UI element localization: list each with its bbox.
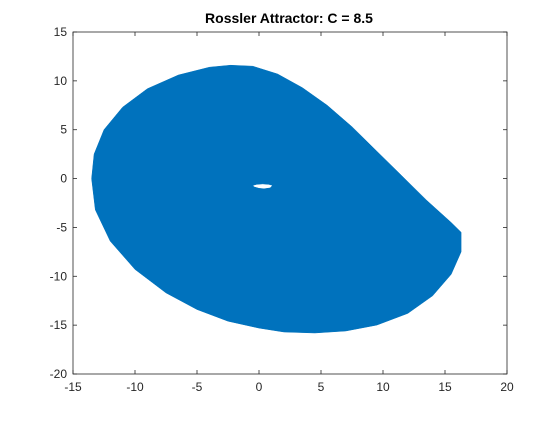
y-tick-label: -10 <box>50 269 68 283</box>
x-tick-label: 10 <box>376 380 390 394</box>
x-tick-label: -10 <box>126 380 144 394</box>
y-tick-label: -20 <box>50 367 68 381</box>
x-axis: -15 -10 -5 0 5 10 15 20 <box>64 32 514 394</box>
x-tick-label: -5 <box>192 380 203 394</box>
axes-box <box>72 31 508 375</box>
x-tick-label: -15 <box>64 380 82 394</box>
y-tick-label: -5 <box>56 220 67 234</box>
x-tick-label: 5 <box>318 380 325 394</box>
data-layer <box>91 64 462 334</box>
y-tick-label: 10 <box>54 74 68 88</box>
y-axis: -20 -15 -10 -5 0 5 10 15 <box>50 25 507 381</box>
y-tick-label: 15 <box>54 25 68 39</box>
y-tick-label: 0 <box>60 172 67 186</box>
attractor-trajectory-0 <box>91 64 462 334</box>
x-tick-label: 0 <box>256 380 263 394</box>
x-tick-label: 20 <box>500 380 514 394</box>
x-tick-label: 15 <box>438 380 452 394</box>
chart-title: Rossler Attractor: C = 8.5 <box>205 10 373 26</box>
y-tick-label: 5 <box>60 123 67 137</box>
y-tick-label: -15 <box>50 318 68 332</box>
